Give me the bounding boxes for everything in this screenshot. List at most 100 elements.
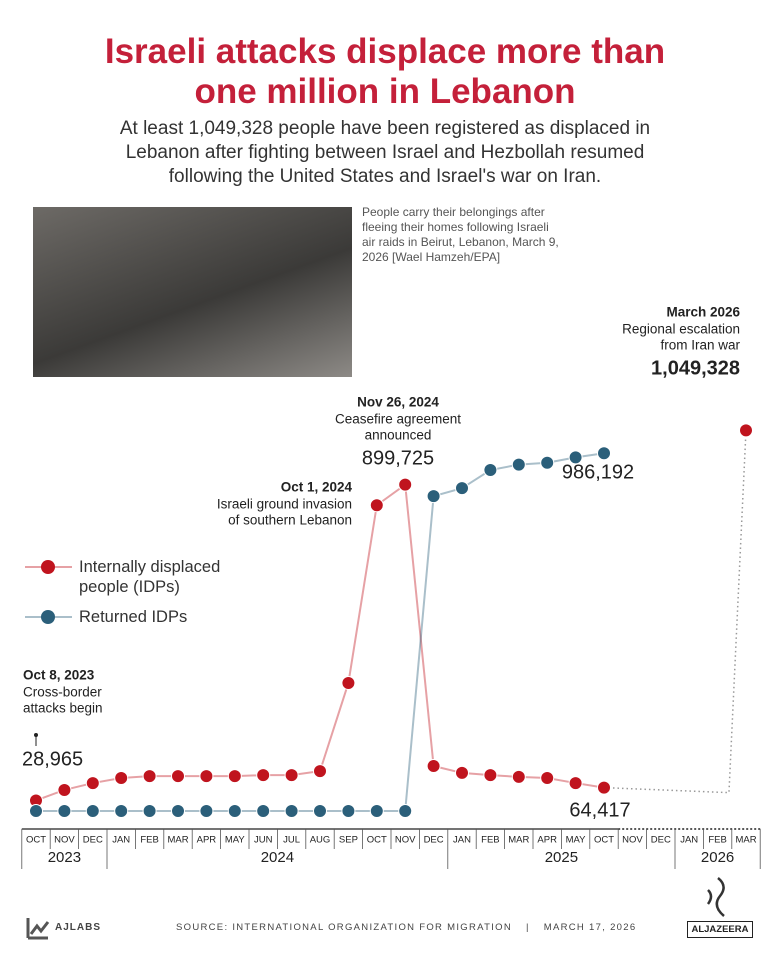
x-tick-label: DEC [424, 835, 444, 846]
data-point [171, 804, 185, 818]
x-tick-label: DEC [651, 835, 671, 846]
data-point [227, 769, 242, 784]
title: Israeli attacks displace more than one m… [104, 32, 666, 111]
annotation-title: March 2026 [666, 305, 740, 320]
data-point [57, 804, 72, 818]
date: MARCH 17, 2026 [543, 922, 637, 933]
data-point [313, 764, 327, 779]
data-point [426, 759, 441, 774]
data-point [142, 769, 157, 784]
value-label: 28,965 [22, 748, 83, 770]
data-point [483, 463, 498, 478]
data-point [540, 455, 555, 470]
x-tick-label: JUN [254, 835, 273, 846]
annotation-text: of southern Lebanon [228, 513, 352, 528]
photo [33, 207, 352, 377]
year-label: 2026 [701, 849, 734, 866]
brand-emblem [706, 877, 725, 917]
value-label: 899,725 [362, 447, 434, 469]
data-point [341, 804, 356, 818]
year-label: 2025 [545, 849, 578, 866]
data-point [597, 446, 611, 461]
legend-label: Returned IDPs [79, 608, 188, 626]
x-tick-label: MAR [508, 835, 529, 846]
data-point [398, 477, 413, 492]
data-point [171, 769, 185, 784]
data-point [142, 804, 157, 818]
data-point [199, 769, 214, 784]
data-point [483, 768, 498, 783]
separator: | [525, 922, 530, 933]
x-tick-label: MAR [167, 835, 188, 846]
data-point [568, 776, 583, 791]
x-tick-label: APR [197, 835, 217, 846]
x-tick-label: MAR [735, 835, 756, 846]
x-tick-label: OCT [594, 835, 614, 846]
x-tick-label: NOV [54, 835, 75, 846]
data-point [284, 768, 299, 783]
data-point [369, 498, 384, 513]
source: SOURCE: INTERNATIONAL ORGANIZATION FOR M… [176, 922, 650, 933]
annotation-text: Israeli ground invasion [217, 497, 352, 512]
x-tick-label: FEB [481, 835, 499, 846]
data-point [284, 804, 299, 818]
annotation-text: Cross-border [23, 685, 102, 700]
data-point [199, 804, 214, 818]
data-point [227, 804, 242, 818]
data-point [57, 782, 72, 797]
lab-icon [26, 918, 50, 940]
annotation-text: Regional escalation [622, 322, 740, 337]
gap-connector [603, 430, 747, 794]
annotation-text: Ceasefire agreement [335, 412, 461, 427]
x-tick-label: AUG [310, 835, 331, 846]
annotation-text: attacks begin [23, 701, 103, 716]
data-point [597, 780, 611, 795]
brand-logo: ALJAZEERA [687, 921, 753, 938]
data-point [426, 489, 441, 504]
data-point [85, 804, 100, 818]
data-point [29, 804, 43, 818]
data-point [739, 423, 753, 438]
data-point [313, 804, 327, 818]
legend-swatch [41, 560, 55, 574]
data-point [341, 675, 356, 690]
x-tick-label: FEB [140, 835, 158, 846]
data-point [511, 769, 526, 784]
data-point [256, 768, 271, 783]
x-tick-label: APR [537, 835, 557, 846]
x-tick-label: JAN [453, 835, 471, 846]
annotation-title: Oct 1, 2024 [281, 480, 353, 495]
data-point [455, 481, 469, 496]
annotation-text: from Iran war [660, 338, 740, 353]
value-label: 1,049,328 [651, 357, 740, 379]
legend-swatch [41, 610, 55, 624]
annotation-title: Oct 8, 2023 [23, 668, 95, 683]
value-label: 64,417 [569, 799, 630, 821]
data-point [568, 450, 583, 465]
year-label: 2023 [48, 849, 81, 866]
x-tick-label: DEC [83, 835, 103, 846]
lab-logo: AJLABS [55, 922, 102, 933]
x-tick-label: MAY [566, 835, 587, 846]
year-label: 2024 [261, 849, 294, 866]
data-point [114, 770, 129, 785]
data-point [511, 457, 526, 472]
data-point [540, 770, 555, 785]
data-point [369, 804, 384, 818]
x-tick-label: JUL [283, 835, 300, 846]
data-point [455, 765, 469, 780]
photo-caption: People carry their belongings after flee… [362, 205, 559, 264]
source-text: SOURCE: INTERNATIONAL ORGANIZATION FOR M… [176, 922, 512, 933]
legend-label: Internally displaced people (IDPs) [79, 558, 221, 596]
value-label: 986,192 [562, 461, 634, 483]
subtitle: At least 1,049,328 people have been regi… [119, 118, 651, 187]
x-tick-label: MAY [225, 835, 246, 846]
x-tick-label: FEB [708, 835, 726, 846]
x-tick-label: JAN [112, 835, 130, 846]
data-point [256, 804, 271, 818]
data-point [114, 804, 129, 818]
x-tick-label: NOV [622, 835, 643, 846]
annotation-pointer-dot [34, 733, 38, 737]
